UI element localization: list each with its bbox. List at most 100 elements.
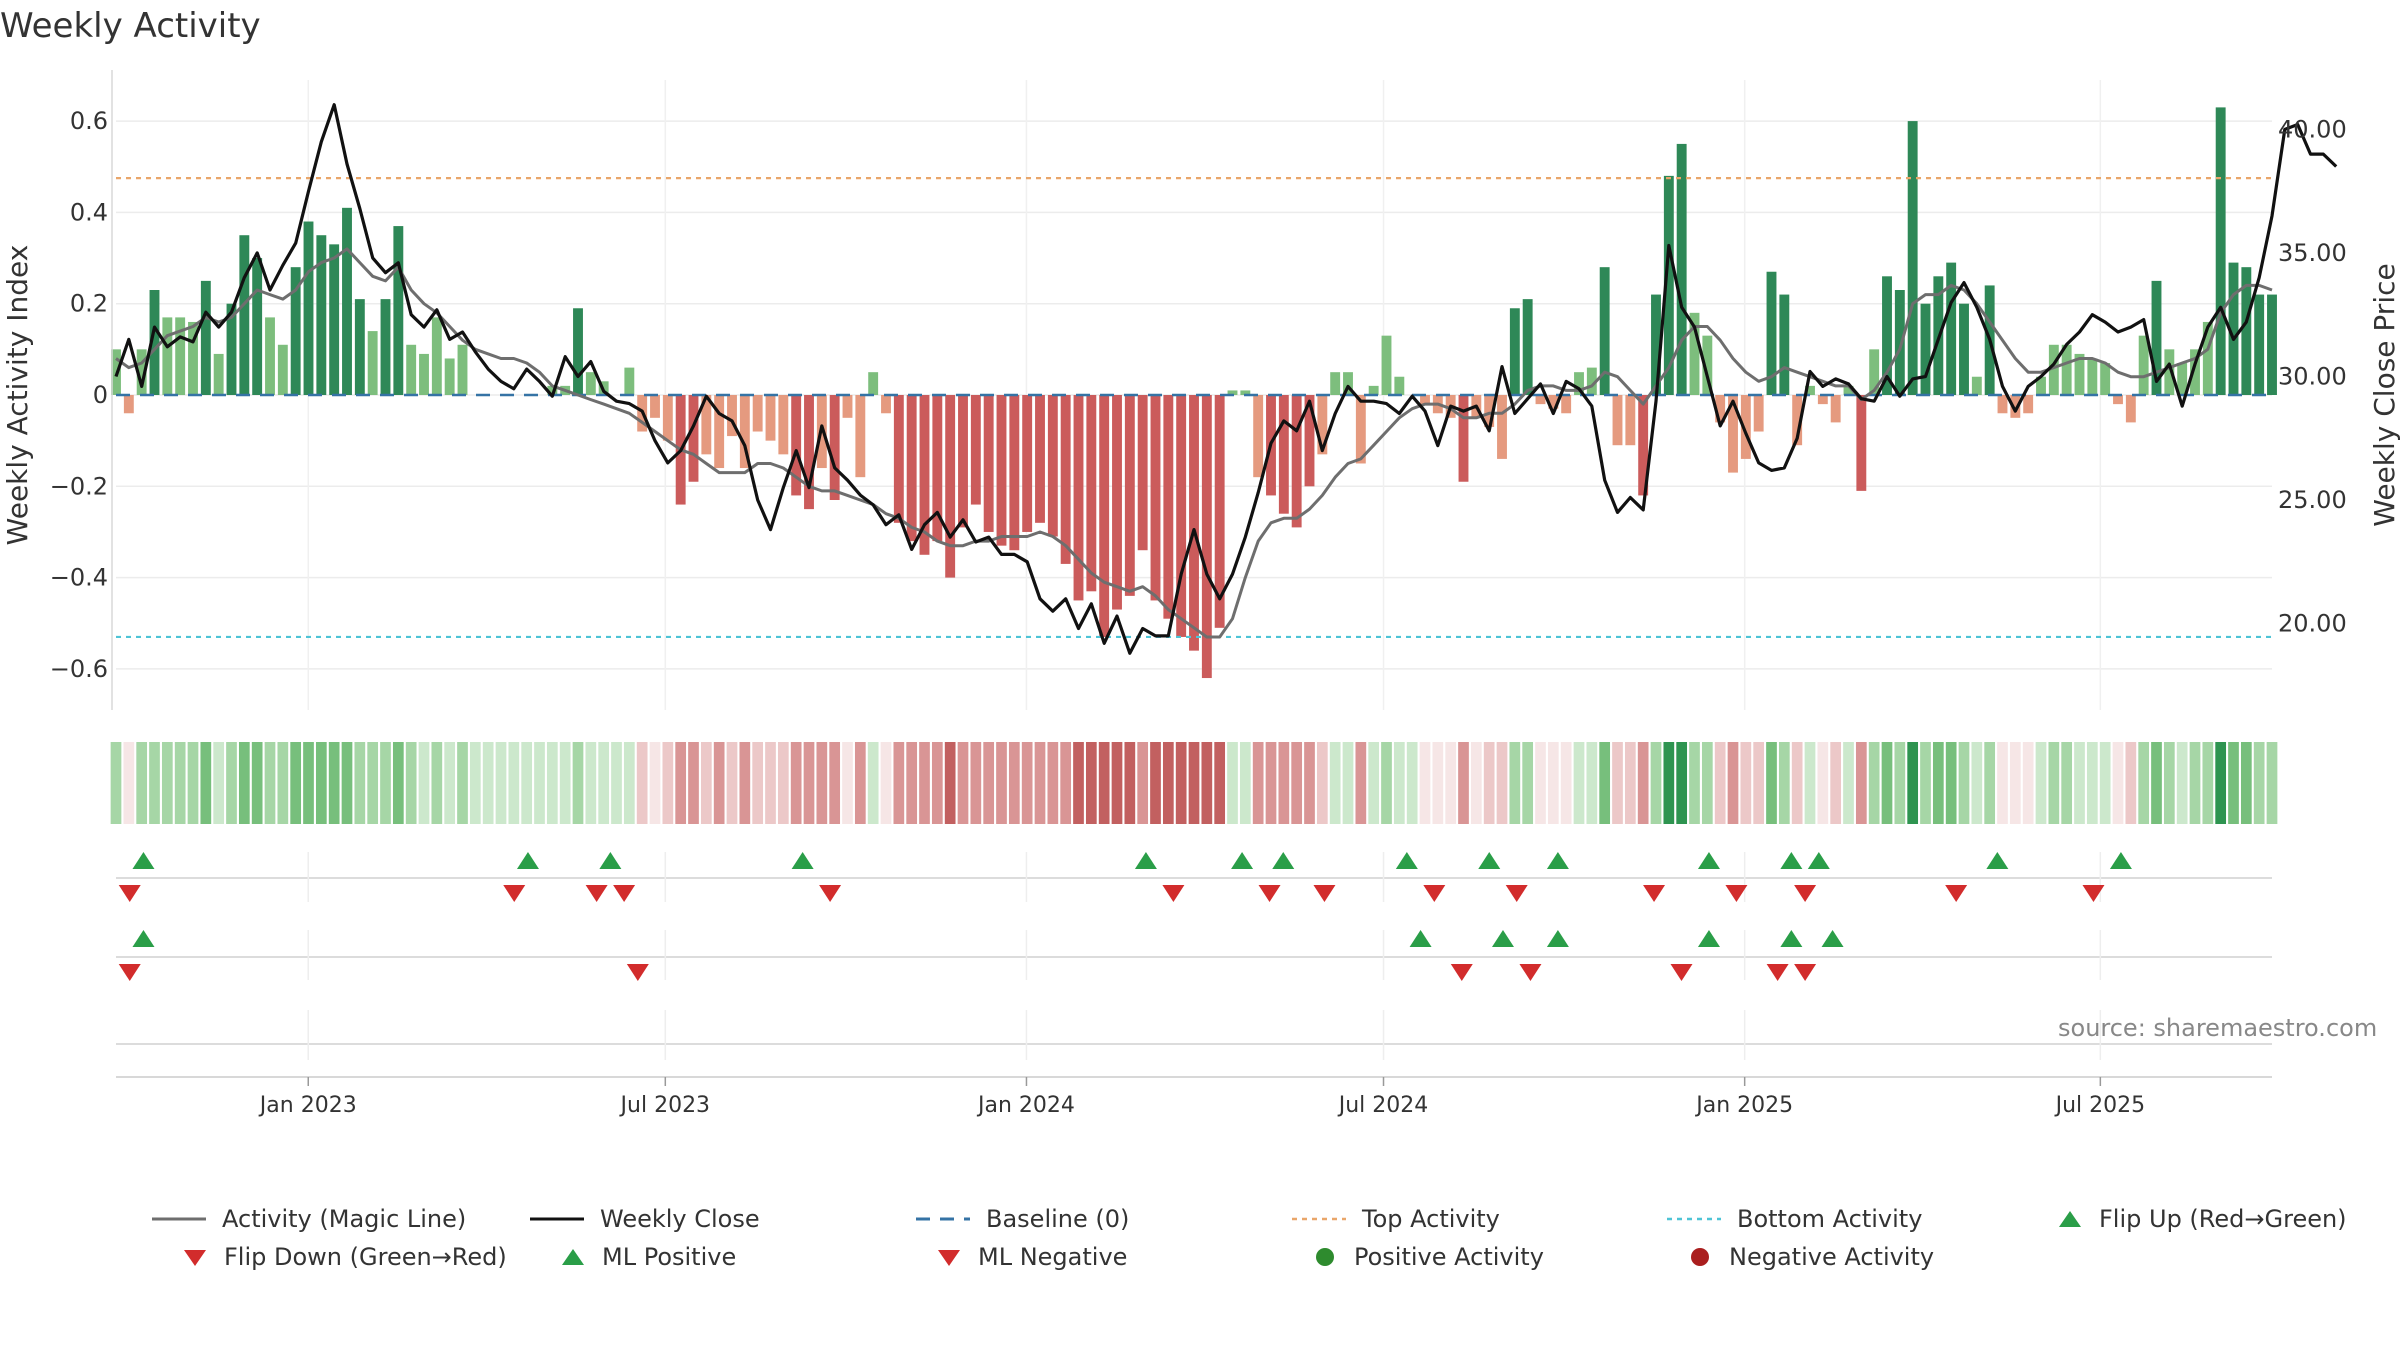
activity-bar-positive	[419, 353, 429, 395]
activity-bar-negative	[1997, 395, 2008, 414]
y-tick-label: −0.2	[50, 472, 108, 500]
series-lines	[114, 103, 2338, 655]
activity-bar-positive	[2048, 344, 2059, 395]
x-tick-label: Jan 2023	[258, 1093, 357, 1118]
legend-item-top-activity: Top Activity	[1290, 1205, 1500, 1233]
activity-bar-positive	[1574, 372, 1584, 395]
flip-down-marker	[1725, 885, 1748, 902]
heat-strip-cell	[726, 742, 738, 824]
activity-bar-negative	[1047, 395, 1058, 537]
activity-bar-positive	[1920, 303, 1931, 395]
legend-label: Weekly Close	[600, 1205, 760, 1233]
heat-strip-cell	[1265, 742, 1277, 824]
heat-strip-cell	[264, 742, 276, 824]
activity-bar-negative	[2125, 395, 2136, 423]
activity-bar-negative	[688, 395, 699, 482]
activity-bar-negative	[739, 395, 750, 469]
heat-strip-cell	[1701, 742, 1713, 824]
heat-strip-cell	[1714, 742, 1726, 824]
heat-strip-cell	[2048, 742, 2060, 824]
legend-item-flip-up: Flip Up (Red→Green)	[2055, 1205, 2347, 1233]
y-tick-label: 0	[93, 381, 108, 409]
heat-strip-cell	[1368, 742, 1380, 824]
activity-bar-positive	[1651, 294, 1661, 395]
flip-up-marker	[1546, 852, 1569, 869]
flip-up-marker	[791, 852, 814, 869]
activity-bar-positive	[342, 207, 352, 395]
flip-down-marker	[1162, 885, 1185, 902]
activity-bar-positive	[136, 349, 147, 395]
legend-label: Baseline (0)	[986, 1205, 1130, 1233]
activity-bar-positive	[290, 267, 301, 395]
flip-down-marker	[1423, 885, 1446, 902]
flip-up-marker	[516, 852, 539, 869]
heat-strip-cell	[161, 742, 173, 824]
heat-strip-cell	[367, 742, 379, 824]
heat-strip-cell	[482, 742, 494, 824]
line-icon	[152, 1217, 206, 1221]
heat-strip-cell	[1060, 742, 1072, 824]
activity-bar-negative	[1535, 395, 1546, 405]
heat-strip-cell	[521, 742, 533, 824]
activity-bar-positive	[1907, 121, 1918, 395]
activity-bar-negative	[1022, 395, 1033, 532]
activity-bar-positive	[2267, 294, 2277, 395]
heat-strip-cell	[1778, 742, 1790, 824]
heat-strip-cell	[1663, 742, 1675, 824]
activity-bar-positive	[585, 372, 596, 395]
source-note: source: sharemaestro.com	[2058, 1014, 2378, 1042]
heat-strip-cell	[1804, 742, 1816, 824]
heat-strip-cell	[2061, 742, 2073, 824]
axes: 0.6 0.4 0.2 0 −0.2 −0.4 −0.6 40.00 35.00 30.00 25.…	[1, 70, 2400, 710]
flip-up-marker	[1697, 852, 1720, 869]
heat-strip-cell	[983, 742, 995, 824]
legend-item-ml-positive: ML Positive	[558, 1243, 736, 1271]
heat-strip-cell	[226, 742, 237, 824]
heat-strip-cell	[1162, 742, 1174, 824]
heat-strip-cell	[1188, 742, 1200, 824]
heat-strip-cell	[1252, 742, 1264, 824]
heat-strip-cell	[1791, 742, 1803, 824]
activity-bar-negative	[842, 395, 853, 418]
heat-strip-cell	[611, 742, 622, 824]
heat-strip-cell	[187, 742, 199, 824]
heat-strip-cell	[893, 742, 905, 824]
flip-down-marker	[2082, 885, 2105, 902]
heat-strip-cell	[854, 742, 866, 824]
activity-bar-negative	[1355, 395, 1366, 464]
activity-bar-positive	[2100, 363, 2111, 395]
activity-bar-positive	[226, 303, 237, 395]
activity-bar-negative	[881, 395, 891, 414]
heat-strip-cell	[931, 742, 943, 824]
activity-bar-negative	[1856, 395, 1867, 491]
heat-strip-cell	[1560, 742, 1572, 824]
activity-bar-positive	[2254, 294, 2265, 395]
y2-tick-label: 40.00	[2278, 115, 2347, 143]
heat-strip-cell	[546, 742, 558, 824]
heat-strip-cell	[1843, 742, 1854, 824]
heat-strip-cell	[469, 742, 481, 824]
heat-strip-cell	[816, 742, 828, 824]
flip-down-marker	[1794, 885, 1817, 902]
flip-up-marker	[132, 852, 155, 869]
heat-strip-cell	[174, 742, 186, 824]
heat-strip-cell	[1907, 742, 1919, 824]
ml-positive-marker	[1821, 930, 1844, 947]
flip-up-marker	[1986, 852, 2009, 869]
heat-strip-cell	[688, 742, 699, 824]
heat-strip-cell	[380, 742, 391, 824]
heat-strip-cell	[957, 742, 969, 824]
activity-bar-positive	[431, 317, 442, 395]
heat-strip-cell	[585, 742, 597, 824]
activity-bar-negative	[1009, 395, 1020, 551]
heat-strip-cell	[1612, 742, 1623, 824]
ml-negative-marker	[626, 964, 649, 981]
heat-strip-cell	[2099, 742, 2111, 824]
heat-strip-cell	[1214, 742, 1226, 824]
dot-icon	[1691, 1248, 1709, 1266]
activity-bar-positive	[2190, 349, 2200, 395]
heat-strip-cell	[290, 742, 302, 824]
heat-strip-cell	[495, 742, 507, 824]
activity-bar-negative	[1561, 395, 1572, 414]
y-tick-label: −0.6	[50, 655, 108, 683]
